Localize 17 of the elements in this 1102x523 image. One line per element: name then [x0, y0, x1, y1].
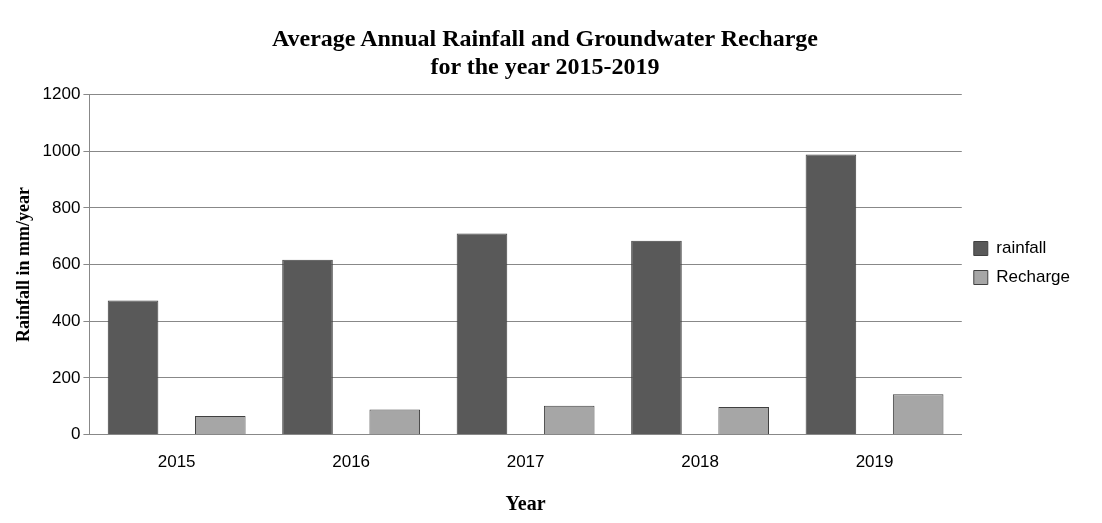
- y-tick-label: 1200: [42, 84, 81, 104]
- y-tick-label: 600: [52, 254, 81, 274]
- x-tick-label: 2016: [332, 452, 371, 472]
- y-tick-label: 400: [52, 310, 81, 330]
- y-tick-label: 0: [70, 424, 81, 444]
- x-tick-label: 2019: [855, 452, 894, 472]
- chart-title: Average Annual Rainfall and Groundwater Recharge for the year 2015-2019: [271, 24, 819, 80]
- y-tick-label: 1000: [42, 140, 81, 160]
- x-tick-label: 2015: [157, 452, 196, 472]
- legend-label: Recharge: [996, 267, 1071, 287]
- x-tick-label: 2018: [681, 452, 719, 472]
- y-tick-label: 800: [52, 197, 81, 217]
- x-axis-title: Year: [505, 492, 546, 515]
- x-tick-label: 2017: [506, 452, 545, 472]
- y-tick-label: 200: [52, 367, 81, 387]
- legend-label: rainfall: [996, 238, 1047, 258]
- y-axis-title: Rainfall in mm/year: [13, 187, 34, 343]
